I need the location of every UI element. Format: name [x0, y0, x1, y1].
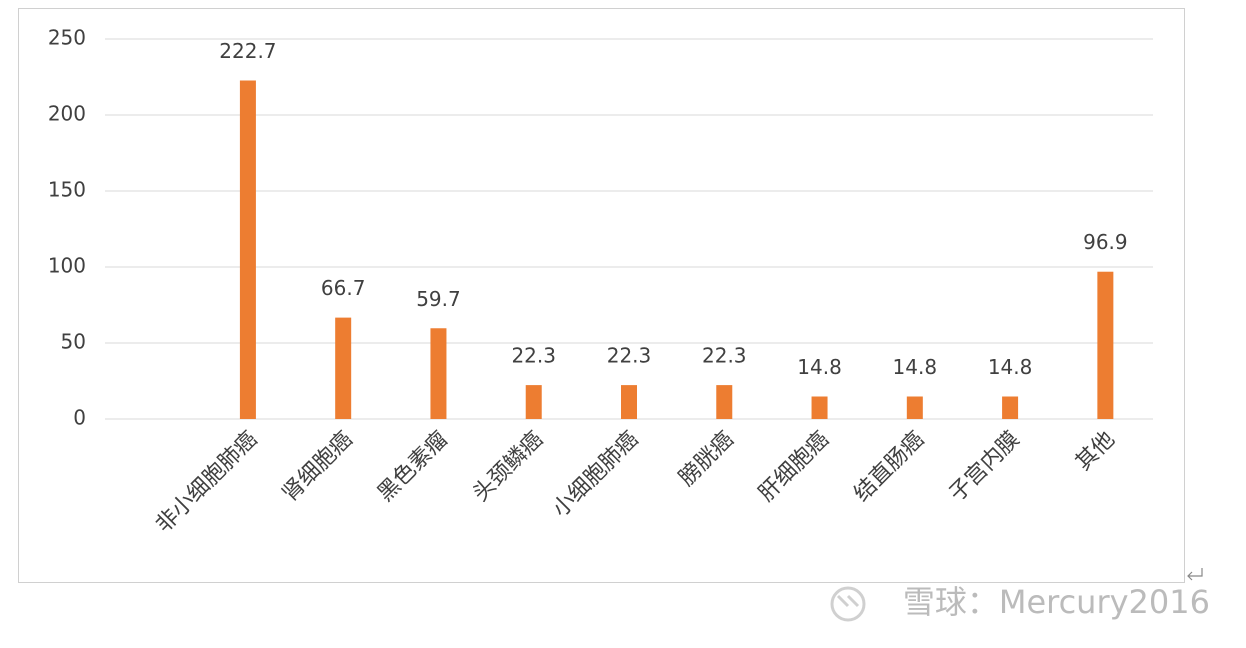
bar	[621, 385, 637, 419]
bar	[430, 328, 447, 419]
watermark: 雪球：Mercury2016	[903, 583, 1210, 621]
x-tick-label: 黑色素瘤	[373, 427, 453, 507]
y-tick-label: 100	[48, 254, 86, 278]
x-tick-label: 头颈鳞癌	[468, 427, 548, 507]
y-tick-label: 250	[48, 26, 86, 50]
x-tick-label: 肝细胞癌	[754, 427, 834, 507]
y-tick-label: 150	[48, 178, 86, 202]
y-tick-label: 50	[61, 330, 86, 354]
bar	[906, 396, 923, 419]
x-tick-label: 其他	[1071, 427, 1120, 476]
x-tick-label: 结直肠癌	[849, 427, 929, 507]
y-tick-label: 0	[73, 406, 86, 430]
data-label: 59.7	[416, 287, 461, 311]
data-label: 14.8	[988, 355, 1033, 379]
data-label: 96.9	[1083, 230, 1128, 254]
data-label: 22.3	[607, 344, 652, 368]
bar	[1097, 271, 1114, 419]
data-label: 22.3	[702, 344, 747, 368]
return-symbol	[1187, 568, 1203, 581]
y-tick-label: 200	[48, 102, 86, 126]
bar	[716, 385, 733, 419]
bar	[239, 80, 256, 419]
x-tick-label: 非小细胞肺癌	[151, 427, 262, 538]
x-tick-label: 子宫内膜	[945, 427, 1025, 507]
bar	[525, 385, 542, 419]
data-label: 222.7	[219, 39, 276, 63]
data-label: 22.3	[511, 344, 556, 368]
data-label: 14.8	[893, 355, 938, 379]
chart-frame	[18, 8, 1185, 583]
bar	[811, 396, 828, 419]
x-tick-label: 小细胞肺癌	[548, 427, 643, 522]
watermark-logo	[830, 586, 866, 622]
bar	[335, 317, 352, 419]
x-tick-label: 肾细胞癌	[278, 427, 358, 507]
bar	[1002, 396, 1019, 419]
data-label: 14.8	[797, 355, 842, 379]
data-label: 66.7	[321, 276, 366, 300]
x-tick-label: 膀胱癌	[674, 427, 738, 491]
